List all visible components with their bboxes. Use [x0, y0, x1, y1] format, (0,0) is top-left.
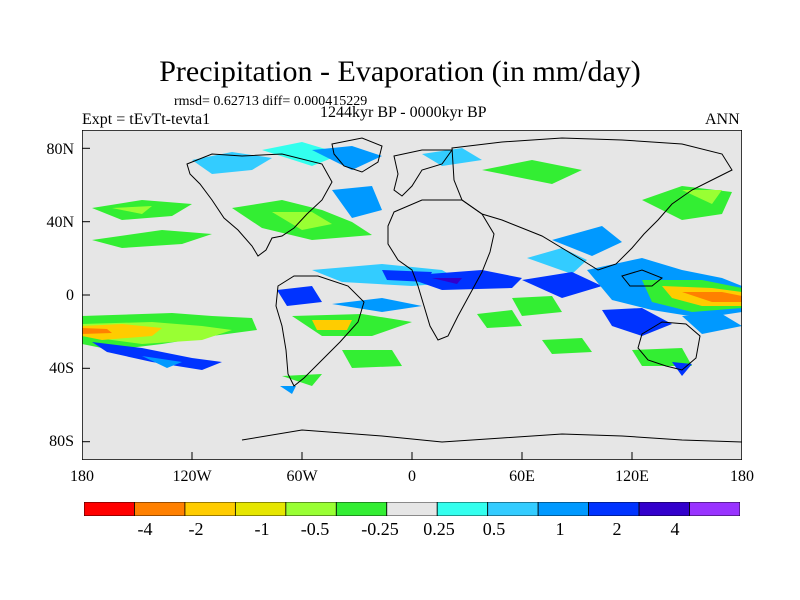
colorbar-label: 4 — [670, 519, 680, 539]
europe-outline — [393, 149, 453, 197]
colorbar-label: -1 — [254, 519, 270, 539]
eurasia-outline — [451, 137, 733, 271]
map-ticks — [82, 147, 633, 460]
lon-label-60w: 60W — [286, 468, 318, 485]
colorbar-label: -2 — [188, 519, 204, 539]
lat-label-40s: 40S — [49, 360, 74, 377]
colorbar-swatch — [234, 502, 287, 516]
lat-label-0: 0 — [66, 287, 74, 304]
precip-evap-map — [82, 130, 742, 460]
colorbar-label: 0.5 — [482, 519, 506, 539]
lon-label-120e: 120E — [615, 468, 649, 485]
lon-label-180e: 180 — [730, 468, 754, 485]
experiment-label: Expt = tEvTt-tevta1 — [82, 111, 211, 128]
lat-label-80n: 80N — [46, 141, 74, 158]
plot-title: Precipitation - Evaporation (in mm/day) — [159, 55, 641, 88]
antarctica-outline — [241, 429, 742, 443]
period-label: 1244kyr BP - 0000kyr BP — [320, 104, 487, 121]
stats-line: rmsd= 0.62713 diff= 0.000415229 — [174, 94, 368, 109]
colorbar-label: 0.25 — [423, 519, 455, 539]
colorbar — [84, 502, 740, 516]
lat-label-80s: 80S — [49, 433, 74, 450]
colorbar-swatch — [537, 502, 590, 516]
colorbar-label: 2 — [612, 519, 622, 539]
colorbar-swatch — [335, 502, 388, 516]
lon-label-0: 0 — [408, 468, 416, 485]
colorbar-swatch — [134, 502, 186, 516]
colorbar-swatch — [386, 502, 438, 516]
coastlines — [186, 137, 742, 443]
colorbar-label: -0.5 — [300, 519, 330, 539]
maritime-continent-outline — [621, 269, 663, 287]
colorbar-swatch — [689, 502, 740, 516]
colorbar-swatch — [638, 502, 690, 516]
australia-outline — [637, 321, 701, 371]
lon-label-120w: 120W — [172, 468, 212, 485]
colorbar-label: -0.25 — [361, 519, 399, 539]
colorbar-swatch — [184, 502, 236, 516]
colorbar-swatch — [487, 502, 539, 516]
colorbar-label: 1 — [555, 519, 565, 539]
pacific-itcz-band — [82, 313, 257, 370]
lon-label-180w: 180 — [70, 468, 94, 485]
season-label: ANN — [705, 111, 740, 128]
greenland-outline — [331, 137, 383, 173]
lon-label-60e: 60E — [509, 468, 535, 485]
colorbar-swatch — [436, 502, 489, 516]
colorbar-label: -4 — [137, 519, 153, 539]
lat-label-40n: 40N — [46, 214, 74, 231]
colorbar-swatch — [588, 502, 640, 516]
north-america-outline — [186, 153, 333, 257]
colorbar-swatch — [84, 502, 135, 516]
south-america-outline — [275, 275, 365, 387]
colorbar-swatch — [285, 502, 337, 516]
